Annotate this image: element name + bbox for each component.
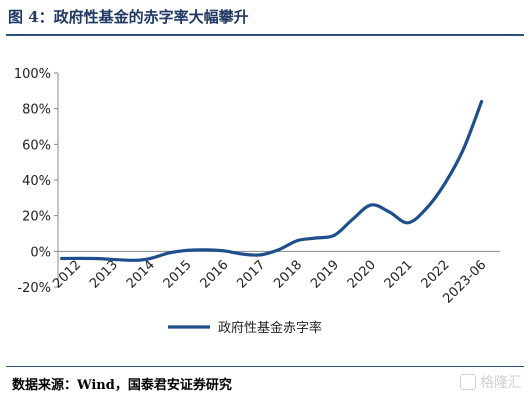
y-tick-label: 60%	[22, 138, 51, 153]
watermark-text: 格隆汇	[480, 375, 522, 391]
x-tick-label: 2022	[419, 258, 453, 292]
x-tick-label: 2017	[234, 258, 268, 292]
x-tick-label: 2016	[198, 258, 232, 292]
y-axis: -20% 0% 20% 40% 60% 80% 100%	[14, 67, 59, 296]
watermark: 格隆汇	[460, 372, 522, 392]
x-tick-label: 2019	[308, 258, 342, 292]
x-tick-label: 2013	[87, 258, 121, 292]
watermark-logo-icon	[460, 374, 476, 390]
y-tick-label: 0%	[30, 245, 51, 260]
series-line-0	[60, 99, 484, 262]
x-tick-label: 2015	[161, 258, 195, 292]
chart: -20%0%20%40%60%80%100% 2012 2013 2014 2015 2…	[14, 67, 500, 336]
title-divider	[6, 34, 524, 36]
legend: 政府性基金赤字率	[168, 320, 322, 336]
x-tick-label: 2018	[271, 258, 305, 292]
source-divider	[6, 366, 524, 367]
y-tick-label: 80%	[22, 103, 51, 118]
plot-area	[60, 99, 484, 262]
y-tick-label: -20%	[17, 281, 51, 296]
x-tick-label: 2012	[50, 258, 84, 292]
source-note: 数据来源：Wind，国泰君安证券研究	[12, 378, 232, 393]
x-tick-label: 2020	[345, 258, 379, 292]
x-tick-label: 2014	[124, 258, 158, 292]
figure-title: 图 4：政府性基金的赤字率大幅攀升	[8, 8, 249, 26]
y-tick-label: 40%	[22, 174, 51, 189]
legend-label: 政府性基金赤字率	[218, 320, 322, 336]
x-tick-label: 2021	[382, 258, 416, 292]
y-tick-label: 20%	[22, 210, 51, 225]
y-tick-label: 100%	[14, 67, 51, 82]
